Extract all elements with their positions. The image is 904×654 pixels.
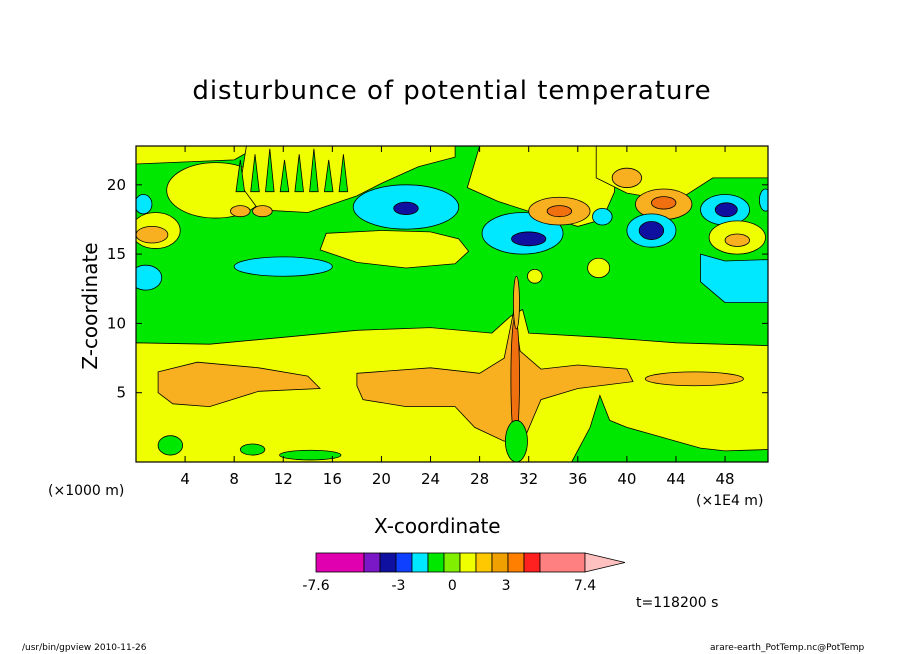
orange-right-cell <box>724 233 750 247</box>
colorbar-cell-6 <box>427 552 445 573</box>
surface-green-1 <box>157 435 184 456</box>
orange-blob-center <box>356 309 634 442</box>
x-tick-label-4: 4 <box>180 470 190 488</box>
darkorange-upper-1 <box>546 205 573 218</box>
blue-core-1 <box>393 201 419 216</box>
x-tick-label-12: 12 <box>274 470 293 488</box>
x-tick-label-32: 32 <box>519 470 538 488</box>
cyan-left-top <box>136 194 153 215</box>
x-unit-right: (×1E4 m) <box>696 493 764 509</box>
plume-upper <box>512 275 520 330</box>
y-axis-title: Z-coordinate <box>78 242 102 370</box>
colorbar-cell-11 <box>507 552 525 573</box>
wave-crest-8 <box>338 154 349 193</box>
colorbar-cell-12 <box>523 552 541 573</box>
small-orange-2 <box>252 205 273 218</box>
y-tick-label-15: 15 <box>107 245 126 263</box>
y-tick-label-5: 5 <box>116 384 126 402</box>
colorbar-label-4: 3 <box>502 578 511 594</box>
colorbar-cell-5 <box>411 552 429 573</box>
x-tick-label-48: 48 <box>716 470 735 488</box>
y-tick-label-20: 20 <box>107 176 126 194</box>
blue-core-2 <box>511 231 547 247</box>
x-tick-label-40: 40 <box>617 470 636 488</box>
yellow-mid-band <box>319 230 470 269</box>
colorbar-cell-10 <box>491 552 509 573</box>
time-label: t=118200 s <box>636 595 719 611</box>
cyan-right-low <box>700 253 768 303</box>
wave-crest-4 <box>279 159 290 193</box>
wave-crest-5 <box>294 154 304 193</box>
contour-field <box>136 146 768 462</box>
plot-frame <box>135 145 769 463</box>
orange-left-edge <box>136 225 169 244</box>
surface-green-3 <box>279 449 342 461</box>
x-tick-label-44: 44 <box>666 470 685 488</box>
footer-right: arare-earth_PotTemp.nc@PotTemp <box>710 643 865 653</box>
colorbar-cell-3 <box>379 552 397 573</box>
colorbar-cell-8 <box>459 552 477 573</box>
chart-title: disturbunce of potential temperature <box>192 76 712 106</box>
surface-green-2 <box>239 443 266 456</box>
yellow-top-right <box>595 146 768 202</box>
darkorange-upper-2 <box>651 196 677 210</box>
cyan-right-edge <box>759 188 768 212</box>
colorbar-label-5: 7.4 <box>574 578 596 594</box>
colorbar-cell-7 <box>443 552 461 573</box>
top-yellow-left <box>136 146 260 165</box>
colorbar-label-2: -3 <box>392 578 406 594</box>
colorbar-label-1: -7.6 <box>302 578 329 594</box>
x-tick-label-36: 36 <box>568 470 587 488</box>
top-yellow-band <box>239 146 456 213</box>
x-tick-label-28: 28 <box>470 470 489 488</box>
blue-core-4 <box>714 202 738 218</box>
yellow-small-2 <box>527 268 543 284</box>
plume-base-green <box>504 420 528 462</box>
wave-crest-3 <box>265 148 275 193</box>
colorbar-cell-1 <box>315 552 365 573</box>
colorbar-cell-9 <box>475 552 493 573</box>
colorbar-cell-13 <box>539 552 586 573</box>
blue-core-3 <box>638 221 665 240</box>
orange-blob-left <box>157 361 322 408</box>
orange-upper-3 <box>611 167 643 188</box>
colorbar-cell-4 <box>395 552 413 573</box>
y-tick-label-10: 10 <box>107 314 126 332</box>
surface-green-right <box>571 394 768 462</box>
small-orange-1 <box>230 205 251 218</box>
x-tick-label-24: 24 <box>421 470 440 488</box>
wave-crest-2 <box>250 154 260 193</box>
colorbar-label-3: 0 <box>448 578 457 594</box>
cyan-mid-left <box>233 256 333 277</box>
cyan-left-edge <box>136 264 163 291</box>
cyan-small-1 <box>592 207 613 226</box>
colorbar-cell-2 <box>363 552 381 573</box>
yellow-small-right <box>587 257 611 279</box>
x-tick-label-8: 8 <box>229 470 239 488</box>
orange-blob-right <box>644 371 744 387</box>
x-unit-left: (×1000 m) <box>48 483 125 499</box>
x-tick-label-16: 16 <box>323 470 342 488</box>
wave-crest-7 <box>323 159 334 193</box>
wave-crest-6 <box>309 148 319 193</box>
colorbar-arrow <box>584 552 626 573</box>
footer-left: /usr/bin/gpview 2010-11-26 <box>22 643 147 653</box>
x-axis-title: X-coordinate <box>374 514 501 538</box>
x-tick-label-20: 20 <box>372 470 391 488</box>
wave-crest-1 <box>235 159 246 193</box>
colorbar: -7.6 -3 0 3 7.4 <box>302 552 626 594</box>
